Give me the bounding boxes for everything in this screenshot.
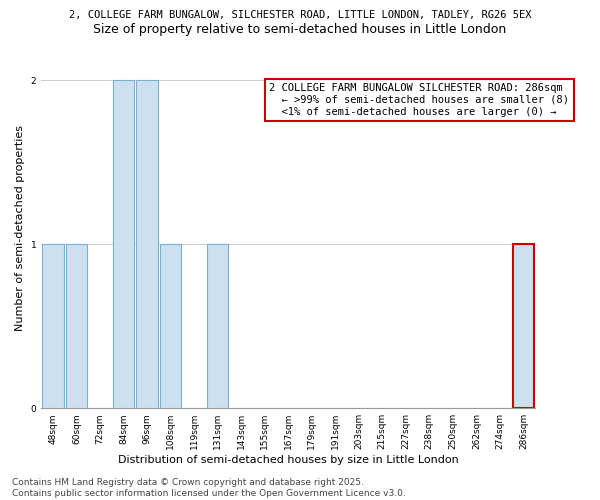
Bar bbox=[66, 244, 87, 408]
Bar bbox=[136, 80, 158, 408]
Text: 2 COLLEGE FARM BUNGALOW SILCHESTER ROAD: 286sqm
  ← >99% of semi-detached houses: 2 COLLEGE FARM BUNGALOW SILCHESTER ROAD:… bbox=[269, 84, 569, 116]
Bar bbox=[513, 244, 534, 408]
X-axis label: Distribution of semi-detached houses by size in Little London: Distribution of semi-detached houses by … bbox=[118, 455, 458, 465]
Bar bbox=[207, 244, 228, 408]
Bar bbox=[160, 244, 181, 408]
Text: Size of property relative to semi-detached houses in Little London: Size of property relative to semi-detach… bbox=[94, 22, 506, 36]
Text: 2, COLLEGE FARM BUNGALOW, SILCHESTER ROAD, LITTLE LONDON, TADLEY, RG26 5EX: 2, COLLEGE FARM BUNGALOW, SILCHESTER ROA… bbox=[69, 10, 531, 20]
Y-axis label: Number of semi-detached properties: Number of semi-detached properties bbox=[15, 125, 25, 331]
Bar bbox=[113, 80, 134, 408]
Bar bbox=[43, 244, 64, 408]
Text: Contains HM Land Registry data © Crown copyright and database right 2025.
Contai: Contains HM Land Registry data © Crown c… bbox=[12, 478, 406, 498]
